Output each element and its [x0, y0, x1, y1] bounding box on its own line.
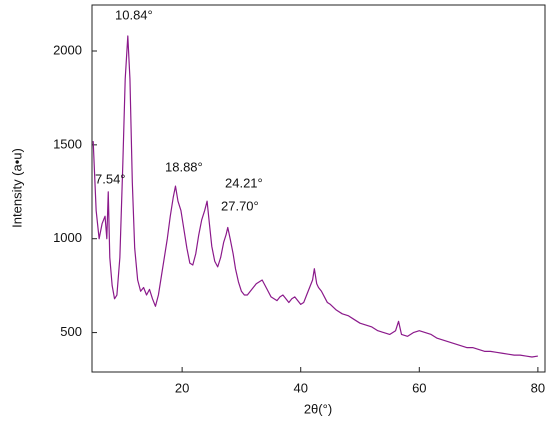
y-tick-label: 1500 — [53, 136, 82, 151]
peak-annotation: 7.54° — [95, 171, 126, 186]
y-tick-label: 1000 — [53, 230, 82, 245]
x-tick-label: 80 — [531, 380, 545, 395]
x-tick-label: 20 — [175, 380, 189, 395]
x-axis-label: 2θ(°) — [304, 401, 332, 416]
plot-frame — [91, 4, 546, 373]
peak-annotation: 24.21° — [225, 175, 263, 190]
peak-annotation: 10.84° — [115, 7, 153, 22]
peak-annotation: 27.70° — [221, 198, 259, 213]
y-tick-label: 2000 — [53, 42, 82, 57]
y-tick-label: 500 — [60, 324, 82, 339]
data-line — [92, 35, 538, 358]
y-axis-label: Intensity (a•u) — [9, 148, 24, 228]
x-tick-label: 40 — [293, 380, 307, 395]
peak-annotation: 18.88° — [165, 159, 203, 174]
x-tick-label: 60 — [412, 380, 426, 395]
